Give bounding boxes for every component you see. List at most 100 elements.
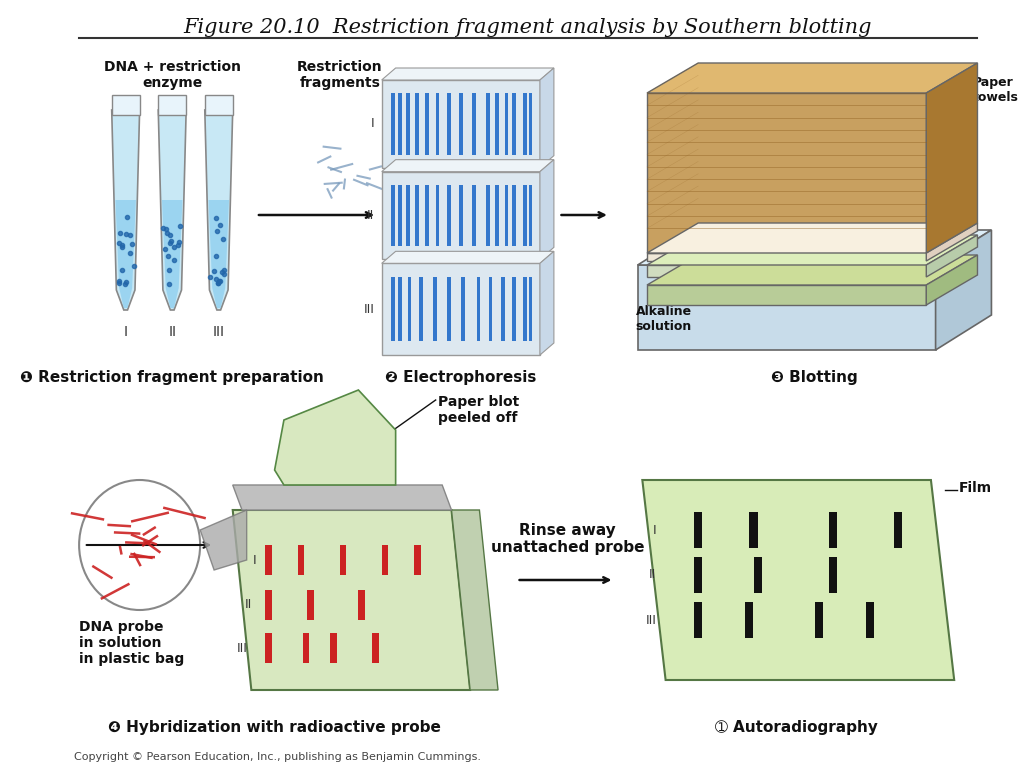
Bar [512,93,516,154]
Bar [828,512,837,548]
Text: ❶ Restriction fragment preparation: ❶ Restriction fragment preparation [20,370,325,385]
Text: Gel: Gel [702,168,726,181]
Bar [486,93,489,154]
Text: Figure 20.10  Restriction fragment analysis by Southern blotting: Figure 20.10 Restriction fragment analys… [183,18,872,37]
Bar [693,602,701,638]
Bar [382,172,540,260]
Text: III: III [237,641,248,654]
Bar [472,185,476,247]
Bar [307,590,313,620]
Polygon shape [927,63,978,253]
Polygon shape [642,480,954,680]
Bar [358,590,365,620]
Text: ❹ Hybridization with radioactive probe: ❹ Hybridization with radioactive probe [109,720,441,735]
Bar [415,545,421,575]
Bar [302,633,309,663]
Polygon shape [205,110,232,310]
Polygon shape [936,230,991,350]
Bar [528,185,532,247]
Bar [476,277,480,341]
Polygon shape [232,510,470,690]
Bar [461,277,465,341]
Bar [331,633,337,663]
Bar [435,93,439,154]
Bar [523,93,527,154]
Bar [528,93,532,154]
Bar [472,93,476,154]
Bar [647,93,927,253]
Text: I: I [124,325,128,339]
Polygon shape [116,200,136,308]
Bar [373,633,379,663]
Bar [433,277,436,341]
Polygon shape [540,68,554,167]
Text: III: III [645,614,656,627]
Text: Paper
towels: Paper towels [973,76,1019,104]
Polygon shape [638,230,991,265]
Bar [265,545,271,575]
Bar [523,277,527,341]
Bar [298,545,304,575]
Bar [459,185,463,247]
Bar [894,512,902,548]
Bar [391,185,394,247]
Bar [814,602,823,638]
Bar [391,93,394,154]
Bar [486,185,489,247]
Polygon shape [540,251,554,355]
Text: II: II [245,598,252,611]
Bar [647,253,927,261]
Bar [265,633,271,663]
Bar [406,93,410,154]
Bar [446,277,451,341]
Bar [828,557,837,593]
Bar [419,277,423,341]
Polygon shape [200,510,247,570]
Bar [205,95,232,115]
Bar [382,545,388,575]
Polygon shape [112,110,139,310]
Polygon shape [927,223,978,261]
Bar [638,265,936,350]
Bar [523,185,527,247]
Text: II: II [168,325,176,339]
Bar [865,602,874,638]
Polygon shape [162,200,182,308]
Text: DNA + restriction
enzyme: DNA + restriction enzyme [103,60,241,90]
Bar [382,263,540,355]
Bar [496,185,499,247]
Polygon shape [274,390,395,485]
Polygon shape [382,251,554,263]
Bar [425,93,429,154]
Text: I: I [252,554,256,567]
Bar [382,80,540,167]
Bar [754,557,763,593]
Text: Copyright © Pearson Education, Inc., publishing as Benjamin Cummings.: Copyright © Pearson Education, Inc., pub… [75,752,481,762]
Polygon shape [382,68,554,80]
Bar [528,277,532,341]
Bar [512,185,516,247]
Text: ❷ Electrophoresis: ❷ Electrophoresis [385,370,537,385]
Bar [501,277,505,341]
Text: III: III [213,325,224,339]
Text: I: I [652,524,656,537]
Bar [693,512,701,548]
Bar [425,185,429,247]
Bar [391,277,394,341]
Text: DNA probe
in solution
in plastic bag: DNA probe in solution in plastic bag [79,620,184,667]
Bar [398,185,402,247]
Bar [340,545,346,575]
Bar [750,512,758,548]
Polygon shape [209,200,229,308]
Text: Restriction
fragments: Restriction fragments [297,60,383,90]
Bar [459,93,463,154]
Polygon shape [540,160,554,260]
Text: Nitrocellulose
paper: Nitrocellulose paper [861,105,957,133]
Bar [446,93,451,154]
Bar [435,185,439,247]
Text: Sponge: Sponge [671,219,723,231]
Bar [112,95,139,115]
Polygon shape [647,255,978,285]
Text: Rinse away
unattached probe: Rinse away unattached probe [492,522,645,555]
Bar [647,285,927,305]
